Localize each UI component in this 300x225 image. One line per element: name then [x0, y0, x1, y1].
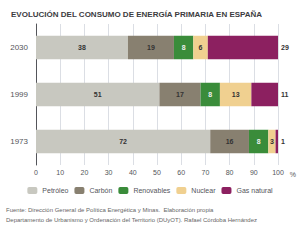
svg-text:1: 1 [281, 138, 285, 145]
svg-text:8: 8 [182, 44, 186, 51]
svg-text:100: 100 [272, 169, 284, 176]
svg-text:40: 40 [129, 169, 137, 176]
svg-text:51: 51 [94, 91, 102, 98]
svg-text:8: 8 [208, 91, 212, 98]
svg-text:13: 13 [232, 91, 240, 98]
svg-text:Fuente: Dirección General de P: Fuente: Dirección General de Política En… [6, 207, 214, 213]
svg-text:72: 72 [119, 138, 127, 145]
svg-text:6: 6 [199, 44, 203, 51]
svg-text:8: 8 [257, 138, 261, 145]
svg-text:20: 20 [81, 169, 89, 176]
svg-text:Carbón: Carbón [89, 187, 112, 194]
svg-text:70: 70 [202, 169, 210, 176]
svg-text:3: 3 [270, 138, 274, 145]
svg-text:80: 80 [226, 169, 234, 176]
svg-text:10: 10 [56, 169, 64, 176]
svg-text:16: 16 [226, 138, 234, 145]
svg-text:%: % [290, 171, 296, 178]
svg-text:90: 90 [250, 169, 258, 176]
svg-text:19: 19 [147, 44, 155, 51]
svg-text:29: 29 [281, 44, 289, 51]
svg-text:Departamento de Urbanismo y Or: Departamento de Urbanismo y Ordenación d… [6, 217, 257, 223]
svg-text:EVOLUCIÓN DEL CONSUMO DE ENERG: EVOLUCIÓN DEL CONSUMO DE ENERGÍA PRIMARI… [11, 10, 262, 19]
svg-text:38: 38 [78, 44, 86, 51]
svg-text:50: 50 [153, 169, 161, 176]
svg-text:Petróleo: Petróleo [42, 187, 68, 194]
svg-text:Gas natural: Gas natural [236, 187, 273, 194]
svg-text:Renovables: Renovables [133, 187, 170, 194]
svg-text:1973: 1973 [10, 137, 28, 146]
svg-text:30: 30 [105, 169, 113, 176]
svg-text:60: 60 [177, 169, 185, 176]
svg-text:17: 17 [176, 91, 184, 98]
svg-text:1999: 1999 [10, 90, 28, 99]
svg-text:11: 11 [281, 91, 289, 98]
svg-text:Nuclear: Nuclear [191, 187, 216, 194]
svg-text:0: 0 [34, 169, 38, 176]
svg-text:2030: 2030 [10, 43, 28, 52]
